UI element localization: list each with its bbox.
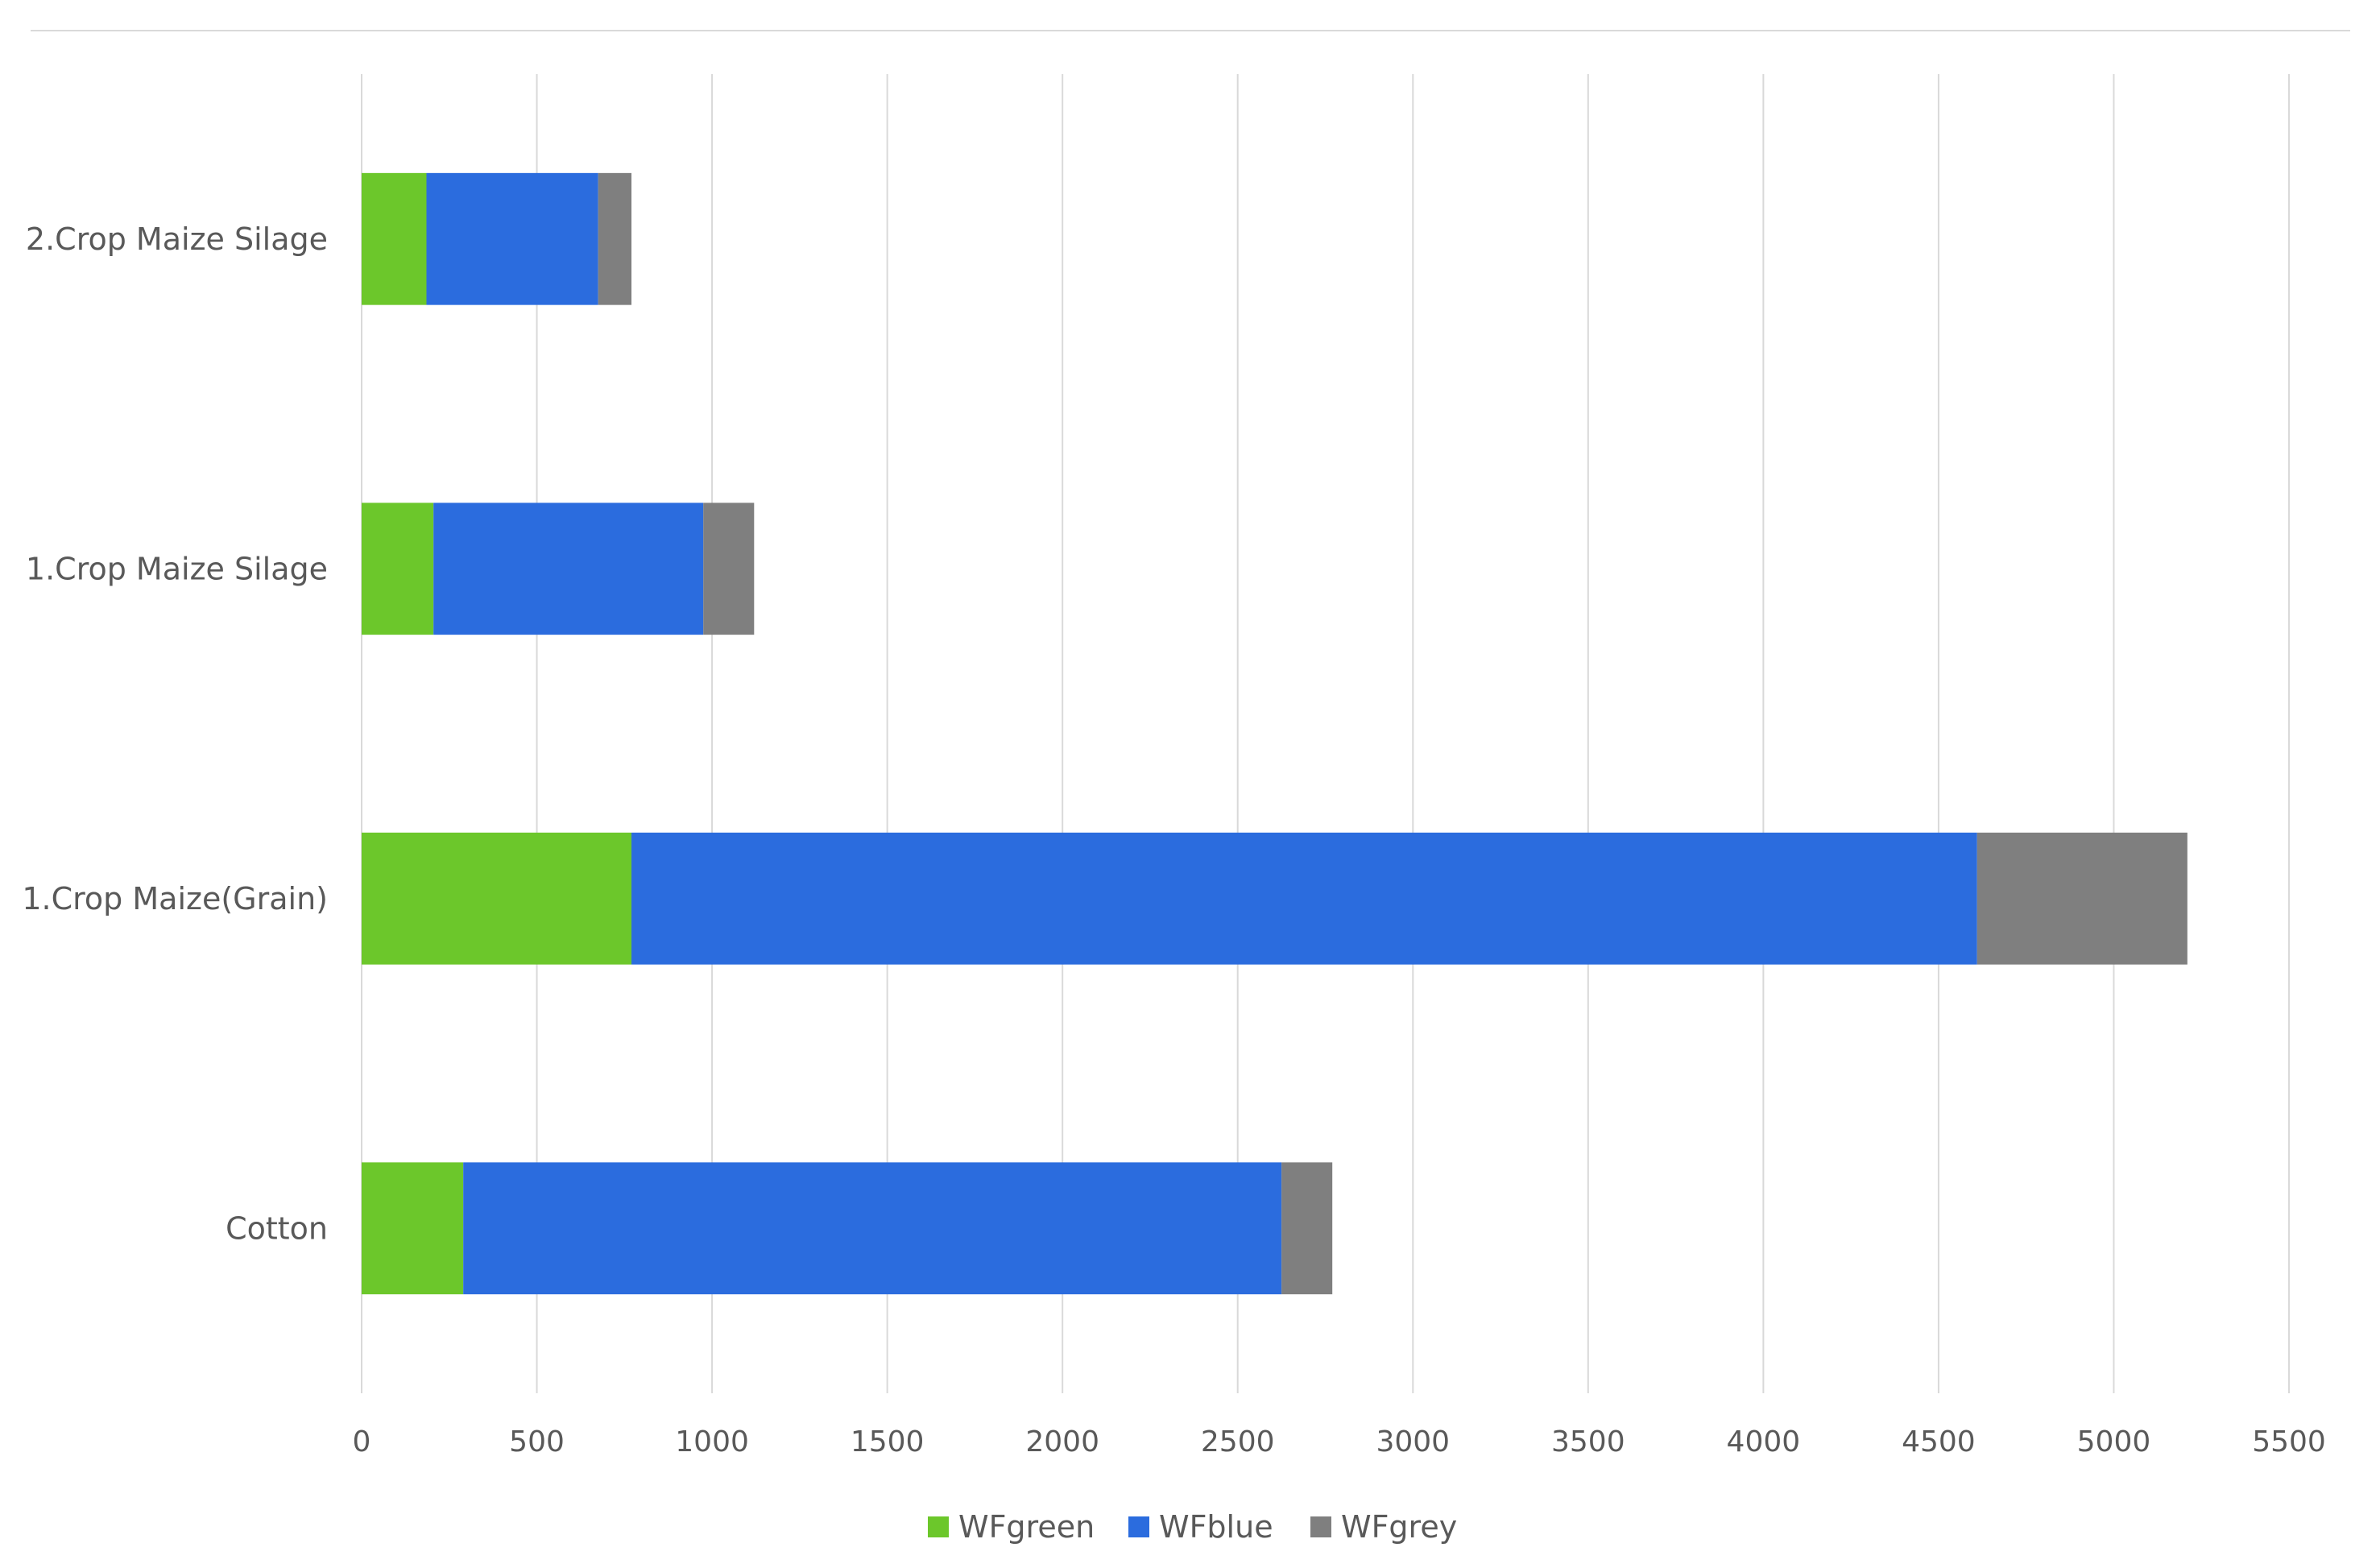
bars	[362, 172, 2188, 1295]
bar-segment-wfgreen	[362, 503, 434, 635]
x-tick-label: 0	[353, 1425, 371, 1458]
x-tick-label: 2000	[1025, 1425, 1099, 1458]
bar-segment-wfgrey	[1281, 1162, 1333, 1295]
category-label: 1.Crop Maize(Grain)	[22, 881, 328, 916]
legend-label: WFgreen	[958, 1509, 1095, 1545]
x-tick-label: 5000	[2077, 1425, 2151, 1458]
bar-segment-wfblue	[631, 832, 1977, 965]
legend-swatch-wfgreen	[928, 1516, 949, 1537]
category-label: 1.Crop Maize Silage	[26, 551, 328, 586]
x-tick-label: 3000	[1376, 1425, 1450, 1458]
x-tick-label: 4000	[1727, 1425, 1801, 1458]
bar-segment-wfblue	[433, 503, 704, 635]
category-label: Cotton	[226, 1210, 328, 1246]
x-tick-label: 1000	[675, 1425, 749, 1458]
bar-segment-wfblue	[463, 1162, 1282, 1295]
category-labels: 2.Crop Maize Silage 1.Crop Maize Silage 1.…	[22, 221, 328, 1247]
x-axis-tick-labels: 0 500 1000 1500 2000 2500 3000 3500 4000 4500 5000…	[353, 1425, 2326, 1458]
legend: WFgreen WFblue WFgrey	[928, 1509, 1457, 1545]
category-label: 2.Crop Maize Silage	[26, 221, 328, 257]
x-tick-label: 5500	[2252, 1425, 2326, 1458]
legend-swatch-wfgrey	[1310, 1516, 1331, 1537]
legend-label: WFgrey	[1341, 1509, 1457, 1545]
bar-segment-wfblue	[426, 172, 598, 305]
bar-segment-wfgreen	[362, 172, 427, 305]
x-tick-label: 4500	[1902, 1425, 1976, 1458]
x-tick-label: 1500	[851, 1425, 925, 1458]
x-tick-label: 500	[509, 1425, 565, 1458]
legend-swatch-wfblue	[1128, 1516, 1149, 1537]
x-tick-label: 2500	[1201, 1425, 1275, 1458]
bar-segment-wfgrey	[1976, 832, 2188, 965]
bar-segment-wfgreen	[362, 832, 632, 965]
legend-label: WFblue	[1159, 1509, 1273, 1545]
bar-segment-wfgreen	[362, 1162, 464, 1295]
x-tick-label: 3500	[1551, 1425, 1625, 1458]
bar-segment-wfgrey	[598, 172, 632, 305]
bar-segment-wfgrey	[703, 503, 755, 635]
